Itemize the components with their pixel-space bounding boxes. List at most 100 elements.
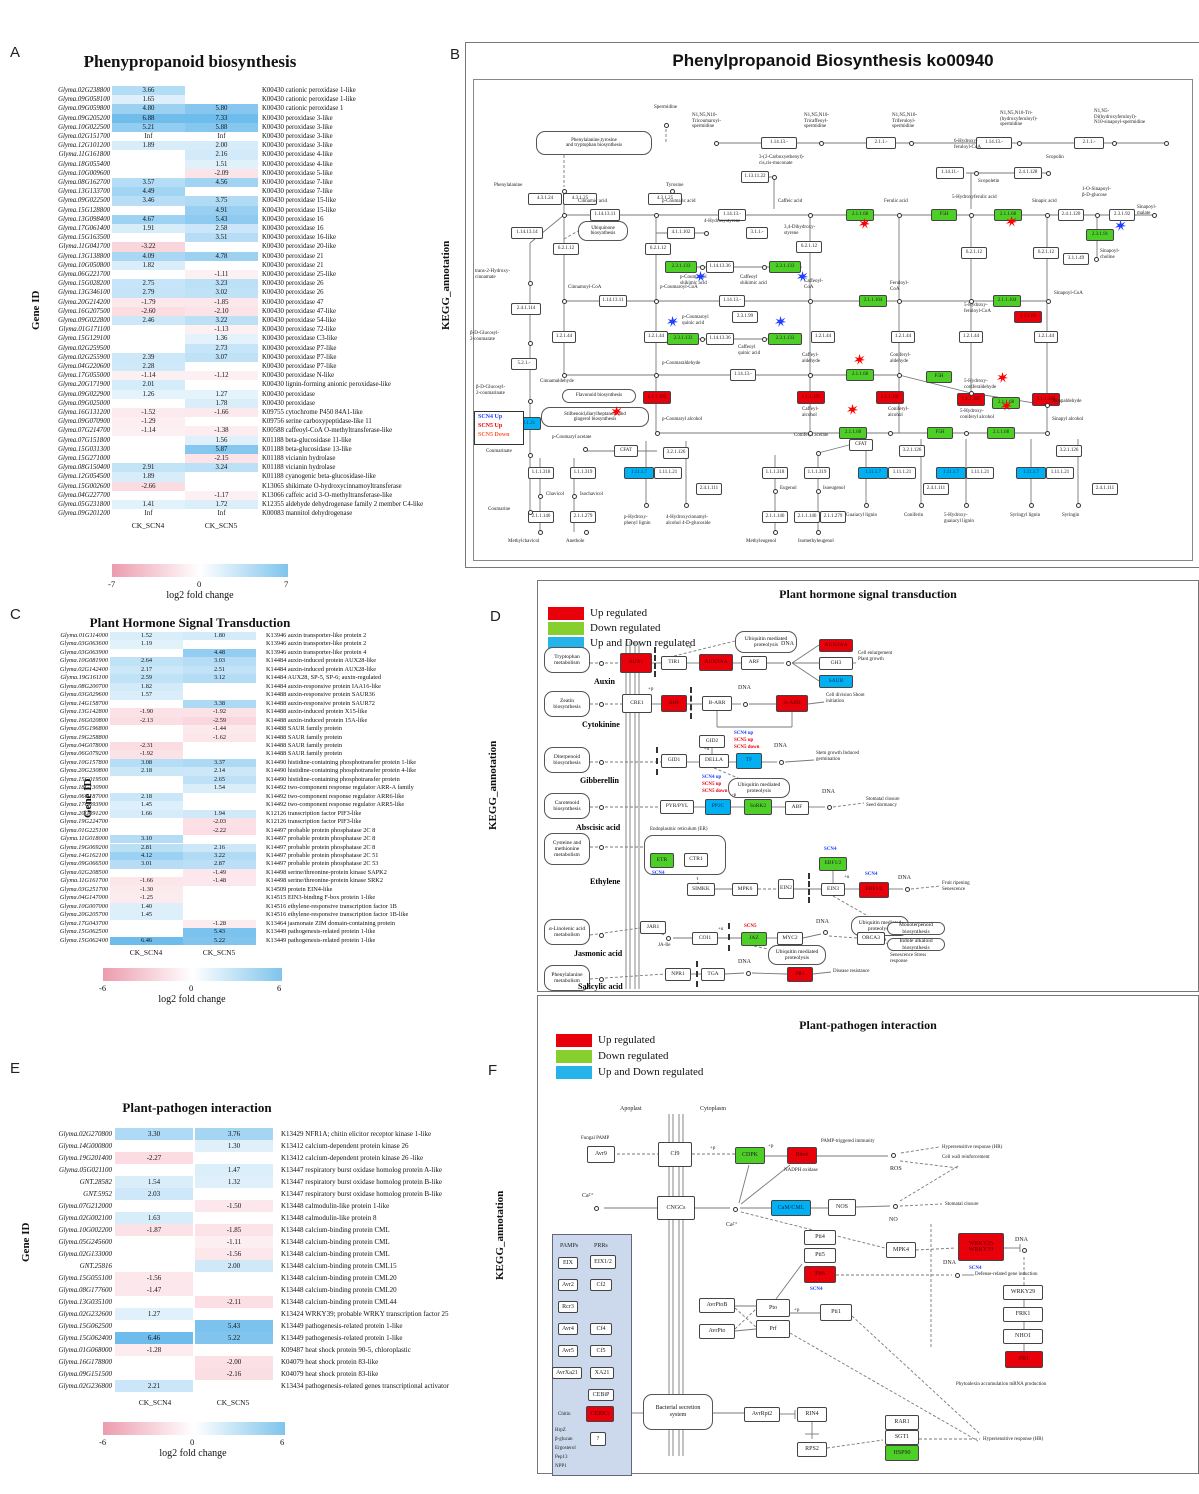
fold-change-scn4: 2.75 <box>112 279 185 289</box>
heatmap-row: Glyma.20G091200 1.66 1.94 K12126 transcript… <box>0 809 490 819</box>
kegg-annotation: K13448 calcium-binding protein CML <box>281 1226 390 1234</box>
fold-change-scn5: 5.43 <box>185 214 258 224</box>
fold-change-scn4: 2.18 <box>110 767 183 776</box>
compound-label: N1,N5- Di(hydroxyferuloyl)- N10-sinapoyl… <box>1094 109 1146 125</box>
enzyme-box: Pti4 <box>804 1230 836 1245</box>
fold-change-scn5: -1.13 <box>185 325 258 335</box>
panel-d-legend-up-swatch <box>548 607 584 620</box>
fold-change-scn4: -2.13 <box>110 716 183 726</box>
enzyme-box: 4.1.1.102 <box>667 227 695 239</box>
compound-node <box>1094 212 1100 218</box>
heatmap-row: Glyma.19G258800 -1.62 K14488 SAUR family p… <box>0 733 490 742</box>
fold-change-scn4: -1.90 <box>110 708 183 717</box>
gene-id: Glyma.05G245600 <box>58 1238 112 1246</box>
compound-label: Coumarinate <box>486 449 512 454</box>
enzyme-box: AUX/IAA <box>699 654 733 671</box>
enzyme-box: CERK1 <box>586 1406 614 1422</box>
heatmap-row: Glyma.11G161800 2.16 K00430 peroxidase 4-l… <box>0 150 470 160</box>
fold-change-scn5: -2.03 <box>183 818 256 827</box>
kegg-annotation: K13464 jasmonate ZIM domain-containing p… <box>266 919 396 927</box>
pathway-link-box: Ubiquinone biosynthesis <box>578 221 628 241</box>
enzyme-box: 4.3.1.25 <box>563 193 597 205</box>
fold-change-scn5: 3.23 <box>185 279 258 289</box>
heatmap-row: Glyma.17G061400 1.91 2.58 K00430 peroxidase… <box>0 224 470 234</box>
compound-label: Phenylalanine <box>494 183 523 188</box>
compound-label: JA-Ile <box>658 943 671 948</box>
heatmap-row: Glyma.09G022500 3.46 3.75 K00430 peroxidase… <box>0 196 470 206</box>
compound-node <box>892 1203 898 1209</box>
fold-change-scn4: -3.22 <box>112 242 185 252</box>
heatmap-row: Glyma.02G236800 2.21 K13434 pathogenesis-r… <box>0 1380 500 1392</box>
compound-label: PAMP-triggered immunity <box>821 1139 875 1144</box>
enzyme-box: AHP <box>661 695 687 712</box>
fold-change-scn4: -1.92 <box>110 750 183 759</box>
kegg-annotation: K13449 pathogenesis-related protein 1-li… <box>281 1334 403 1342</box>
heatmap-row: Glyma.04G078000 -2.31 K14488 SAUR family p… <box>0 741 490 751</box>
compound-label: p-Coumaroyl quinic acid <box>682 315 709 326</box>
kegg-annotation: K13434 pathogenesis-related genes transc… <box>281 1382 449 1390</box>
panel-f-legend-down-swatch <box>556 1050 592 1063</box>
fold-change-scn5: 2.00 <box>195 1260 273 1272</box>
compound-label: +u <box>718 927 724 932</box>
enzyme-box: 2.1.1.- <box>1074 137 1104 149</box>
panel-d-label: D <box>490 608 501 625</box>
kegg-annotation: K00430 peroxidase 21 <box>262 261 324 269</box>
fold-change-scn4: 4.09 <box>112 251 185 261</box>
compound-label: DNA <box>738 685 751 691</box>
enzyme-box: CFAT <box>614 445 638 457</box>
enzyme-box: 2.3.1.133 <box>768 333 802 345</box>
panel-d-pathway: Plant hormone signal transduction Up reg… <box>537 580 1199 992</box>
kegg-annotation: K00083 mannitol dehydrogenase <box>262 510 353 518</box>
enzyme-box: TIR1 <box>661 656 687 670</box>
compound-node <box>598 932 604 938</box>
gene-id: Glyma.09G022800 <box>58 317 110 324</box>
enzyme-box: AvrRpt2 <box>744 1407 780 1422</box>
fold-change-scn5: -1.11 <box>195 1236 273 1248</box>
kegg-annotation: K13946 auxin transporter-like protein 2 <box>266 632 367 639</box>
compound-label: β-D-Glucosyl- 2-coumarinate <box>476 385 506 396</box>
gene-id: Glyma.19G258800 <box>59 733 108 741</box>
gene-id: Glyma.09G201200 <box>58 510 110 518</box>
gene-id: Glyma.02G270800 <box>58 1130 112 1138</box>
panel-b-map-border <box>473 79 1193 561</box>
gene-id: Glyma.10G050800 <box>58 261 110 269</box>
compound-node <box>653 298 659 304</box>
compound-label: SCN4 <box>865 872 878 877</box>
enzyme-box: 1.1.1.195 <box>876 391 904 404</box>
kegg-annotation: K00430 peroxidase 20-like <box>262 243 336 251</box>
heatmap-row: Glyma.20G171900 2.01 K00430 lignin-forming… <box>0 380 470 390</box>
panel-a-col2-header: CK_SCN5 <box>204 521 238 530</box>
gene-id: Glyma.10G002200 <box>58 1226 112 1234</box>
gene-id: Glyma.04G147000 <box>59 894 108 902</box>
enzyme-box: CaM/CML <box>771 1200 811 1216</box>
gene-id: Glyma.09G025000 <box>58 399 110 407</box>
compound-label: 5-Hydroxy- coniferyl alcohol <box>960 409 995 420</box>
compound-node <box>699 336 705 342</box>
enzyme-box: 6.2.1.12 <box>645 243 671 255</box>
kegg-annotation: K01188 vicianin hydrolase <box>262 455 336 462</box>
compound-node <box>973 170 979 176</box>
panel-f-label: F <box>488 1062 498 1079</box>
compound-label: N1,N5,N10- Tricaffeoyl- spermidine <box>804 113 829 129</box>
compound-label: Cell enlargement Plant growth <box>858 651 893 662</box>
fold-change-scn5: 3.22 <box>185 316 258 326</box>
fold-change-scn4: 1.52 <box>110 632 183 641</box>
panel-c-cbar-mid: 0 <box>189 983 194 993</box>
pathway-link-box: Flavonoid biosynthesis <box>562 389 636 403</box>
panel-c-heatmap: Glyma.01G114000 1.52 1.80 K13946 auxin tran… <box>0 632 490 947</box>
enzyme-box: CTR1 <box>684 853 708 867</box>
gene-id: Glyma.07G212000 <box>58 1202 112 1210</box>
gene-id: GNT.5952 <box>83 1190 112 1198</box>
enzyme-box: AvrPto <box>699 1324 735 1339</box>
fold-change-scn4: -1.28 <box>115 1344 193 1356</box>
compound-label: p-Coumaraldehyde <box>662 361 701 366</box>
fold-change-scn4: 3.57 <box>112 178 185 188</box>
heatmap-row: Glyma.08G162700 3.57 4.56 K00430 peroxidase… <box>0 178 470 188</box>
gene-id: Glyma.15G062400 <box>58 1334 112 1342</box>
compound-label: NO <box>889 1217 898 1223</box>
panel-f-diagram: Bacterial secretion system Avr9 Cf9 CDPK Rbo… <box>538 996 1198 1476</box>
heatmap-row: Glyma.16G207500 -2.60 -2.10 K00430 peroxida… <box>0 306 470 316</box>
gene-id: Glyma.02G208500 <box>59 868 108 876</box>
enzyme-box: 1.2.1.44 <box>1034 331 1058 343</box>
compound-label: 1-O-Sinapoyl- β-D-glucose <box>1082 187 1111 198</box>
